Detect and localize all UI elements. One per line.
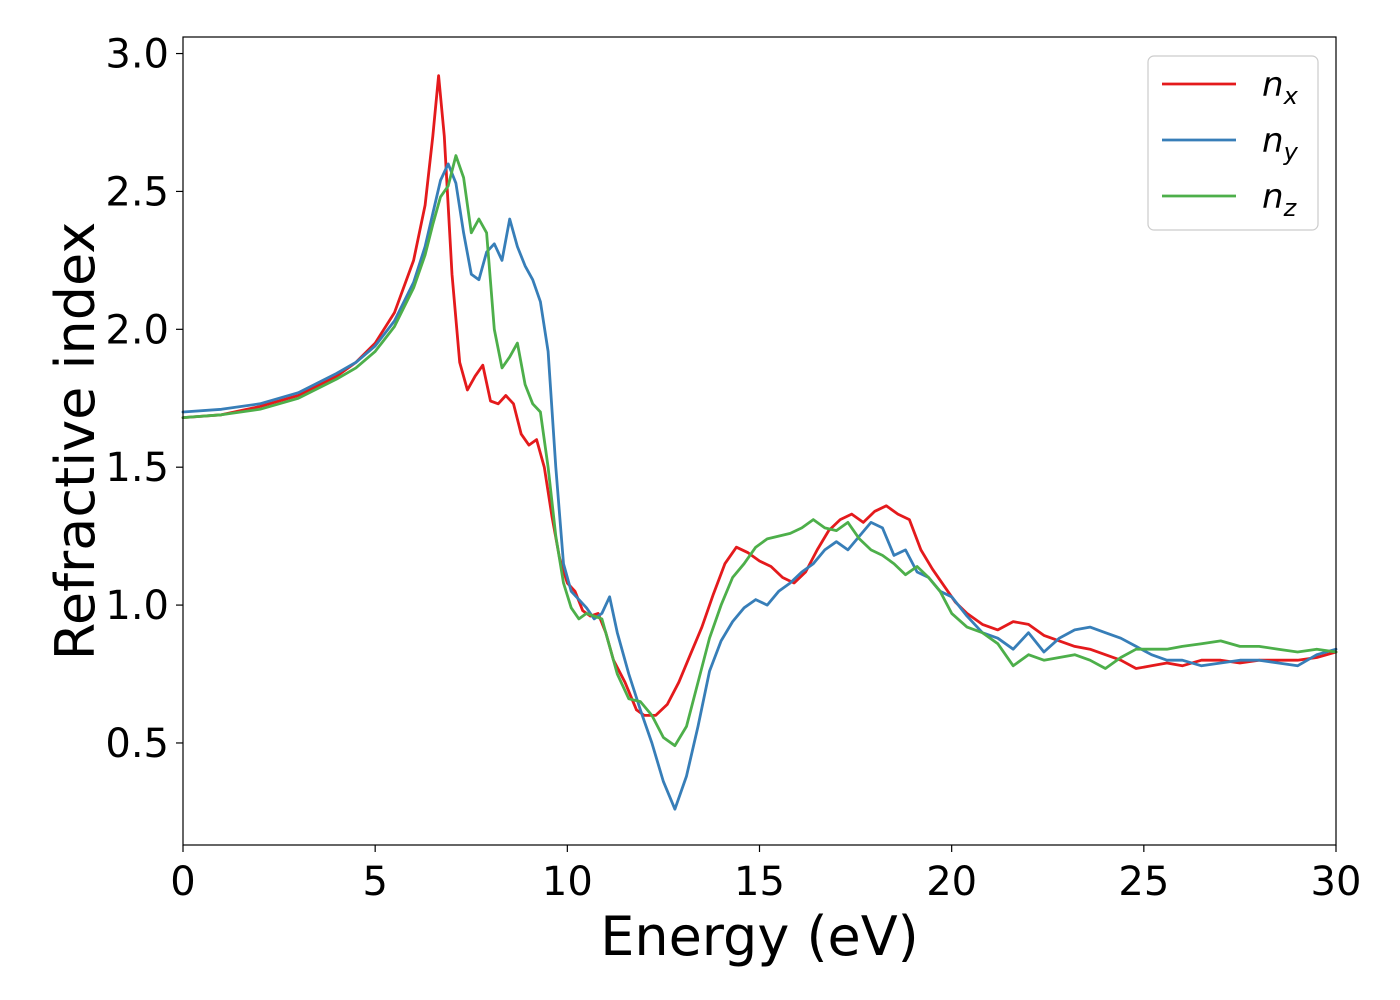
axes-layer: 0 5 10 15 20 25 30 0.5 1.0 1.5 2.0 2.5 3.0 (105, 32, 1361, 905)
y-tick-label: 0.5 (105, 721, 169, 767)
x-tick-label: 20 (926, 859, 977, 905)
series-layer (181, 74, 1338, 811)
legend-label-nz: nz (1262, 177, 1298, 222)
x-tick-label: 25 (1118, 859, 1169, 905)
y-axis-title: Refractive index (44, 222, 107, 661)
legend-label-nx: nx (1262, 65, 1299, 110)
y-tick-label: 3.0 (105, 32, 169, 78)
series-line-nz (181, 154, 1338, 748)
y-tick-label: 1.5 (105, 445, 169, 491)
series-line-nx (181, 74, 1338, 717)
y-tick-label: 1.0 (105, 583, 169, 629)
y-tick-label: 2.5 (105, 169, 169, 215)
legend-label-ny: ny (1262, 121, 1299, 166)
x-tick-label: 0 (170, 859, 195, 905)
legend-box (1147, 55, 1319, 231)
x-axis-title: Energy (eV) (600, 905, 919, 968)
x-tick-label: 15 (734, 859, 785, 905)
x-tick-label: 30 (1311, 859, 1362, 905)
y-tick-label: 2.0 (105, 307, 169, 353)
legend: nx ny nz (1147, 55, 1319, 231)
x-tick-label: 10 (542, 859, 593, 905)
series-line-ny (181, 162, 1338, 811)
x-tick-label: 5 (362, 859, 387, 905)
